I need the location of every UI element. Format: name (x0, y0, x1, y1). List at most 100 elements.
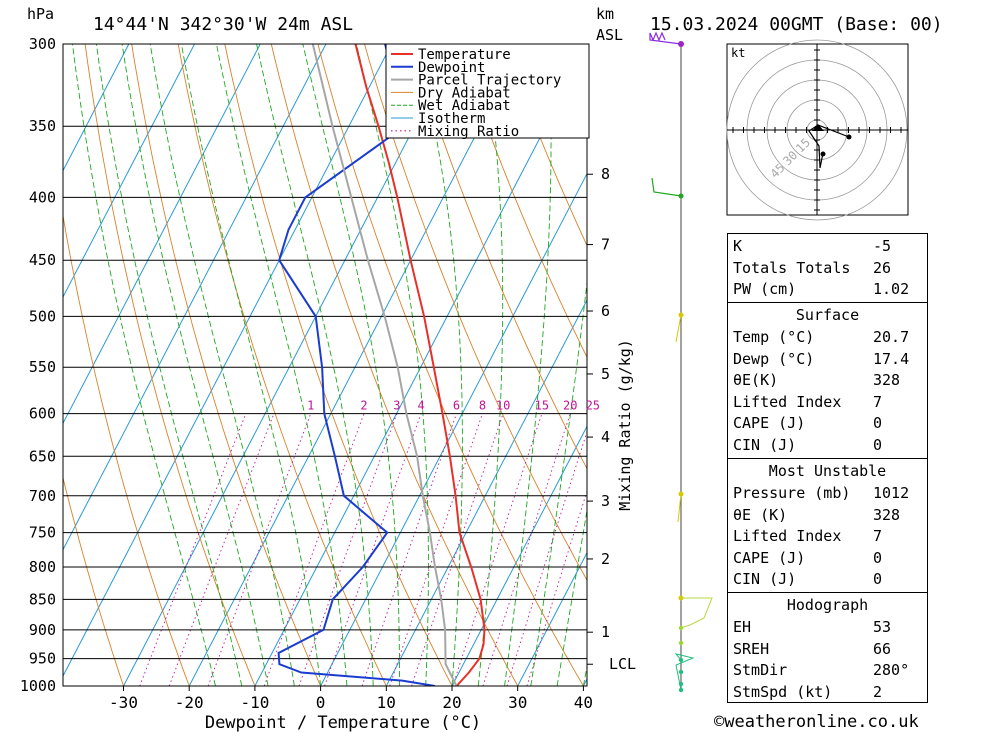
index-row: θE (K) 328 (728, 506, 927, 527)
isotherm-line (320, 172, 587, 686)
index-row: Temp (°C) 20.7 (728, 328, 927, 349)
index-value: 53 (873, 618, 892, 636)
index-row: CIN (J) 0 (728, 570, 927, 591)
index-label: Pressure (mb) (733, 484, 851, 502)
dry-adiabat-line (63, 213, 190, 686)
isotherm-line (385, 298, 587, 686)
index-value: 2 (873, 682, 883, 701)
pressure-tick-label: 950 (29, 650, 56, 668)
dry-adiabat-line (84, 44, 256, 686)
index-label: Temp (°C) (733, 328, 815, 346)
index-row: θE(K) 328 (728, 371, 927, 392)
dry-adiabat-line (410, 44, 587, 470)
legend-item: Dewpoint (418, 60, 485, 76)
surface-title: Surface (795, 306, 860, 324)
mixing-ratio-label: 6 (453, 399, 460, 413)
km-unit-label: km (596, 5, 614, 23)
index-row: CAPE (J) 0 (728, 414, 927, 435)
isotherm-line (63, 44, 130, 172)
wind-barb (649, 31, 682, 45)
temperature-profile (354, 44, 486, 686)
x-tick-label: -20 (175, 693, 204, 712)
wet-adiabat-line (95, 44, 243, 686)
index-row: K -5 (728, 237, 927, 258)
wet-adiabat-line (477, 44, 504, 686)
index-value: 7 (873, 392, 883, 411)
index-label: CAPE (J) (733, 548, 806, 567)
index-value: -5 (873, 237, 892, 255)
x-tick-label: 40 (574, 693, 593, 712)
x-tick-label: 20 (442, 693, 461, 712)
index-row: StmSpd (kt) 2 (728, 683, 927, 704)
index-row: Lifted Index 7 (728, 527, 927, 548)
dry-adiabat-line (131, 44, 322, 686)
isotherm-line (451, 425, 587, 686)
mixing-ratio-label: 2 (360, 399, 367, 413)
wet-adiabat-line (216, 44, 348, 686)
x-axis-title: Dewpoint / Temperature (°C) (205, 713, 481, 733)
index-label: K (733, 237, 743, 255)
pressure-tick-label: 500 (29, 307, 56, 325)
index-label: StmDir (733, 661, 788, 680)
index-value: 0 (873, 436, 883, 454)
km-tick-label: 3 (601, 492, 610, 510)
index-label: Dewp (°C) (733, 349, 815, 368)
km-tick-label: 7 (601, 236, 610, 254)
index-row: StmDir 280° (728, 661, 927, 682)
km-tick-label: 8 (601, 165, 610, 183)
wet-adiabat-line (556, 507, 587, 686)
mixing-ratio-line (526, 489, 587, 686)
index-value: 66 (873, 639, 892, 658)
x-tick-label: 0 (316, 693, 326, 712)
mixing-ratio-label: 25 (586, 399, 600, 413)
mixing-ratio-line (361, 413, 457, 686)
index-label: SREH (733, 639, 770, 658)
index-label: Lifted Index (733, 392, 842, 411)
mixing-ratio-line (168, 413, 275, 686)
indices-panel: K -5 Totals Totals 26 PW (cm) 1.02 Surface Te… (727, 233, 928, 703)
legend-item: Parcel Trajectory (418, 73, 561, 89)
index-row: PW (cm) 1.02 (728, 280, 927, 301)
index-value: 0 (873, 548, 883, 567)
wind-marker (678, 625, 684, 631)
pressure-tick-label: 300 (29, 35, 56, 53)
mixing-ratio-line (139, 413, 247, 686)
storm-motion-marker (812, 124, 824, 131)
wet-adiabat-line (180, 44, 322, 686)
index-value: 20.7 (873, 328, 910, 346)
wind-barb (651, 177, 682, 197)
dry-adiabat-line (63, 475, 124, 686)
index-row: Pressure (mb) 1012 (728, 484, 927, 505)
pressure-tick-label: 550 (29, 358, 56, 376)
isotherm-line (123, 44, 458, 686)
mixing-ratio-label: 3 (393, 399, 400, 413)
datetime-title: 15.03.2024 00GMT (Base: 00) (650, 14, 943, 35)
location-title: 14°44'N 342°30'W 24m ASL (93, 14, 353, 35)
km-tick-label: 1 (601, 623, 610, 641)
legend-item: Temperature (418, 47, 511, 63)
km-tick-label: 2 (601, 550, 610, 568)
mixing-ratio-line (324, 413, 422, 686)
mixing-ratio-line (389, 413, 483, 686)
index-value: 1012 (873, 484, 910, 502)
pressure-tick-label: 750 (29, 524, 56, 542)
separator (728, 592, 927, 593)
mixing-ratio-label: 20 (563, 399, 577, 413)
mixing-ratio-axis-title: Mixing Ratio (g/kg) (616, 339, 634, 511)
index-label: Totals Totals (733, 258, 851, 277)
index-value: 328 (873, 371, 901, 390)
wind-profile (649, 31, 713, 693)
index-label: StmSpd (kt) (733, 682, 833, 701)
parcel-trajectory-profile (311, 44, 458, 686)
pressure-tick-label: 450 (29, 251, 56, 269)
mixing-ratio-label: 4 (417, 399, 424, 413)
index-label: CAPE (J) (733, 414, 806, 433)
most-unstable-title: Most Unstable (768, 462, 887, 480)
hodograph-point (820, 151, 826, 157)
plot-frame (62, 43, 588, 687)
isotherm-line (63, 44, 195, 299)
wind-barb (680, 597, 713, 629)
